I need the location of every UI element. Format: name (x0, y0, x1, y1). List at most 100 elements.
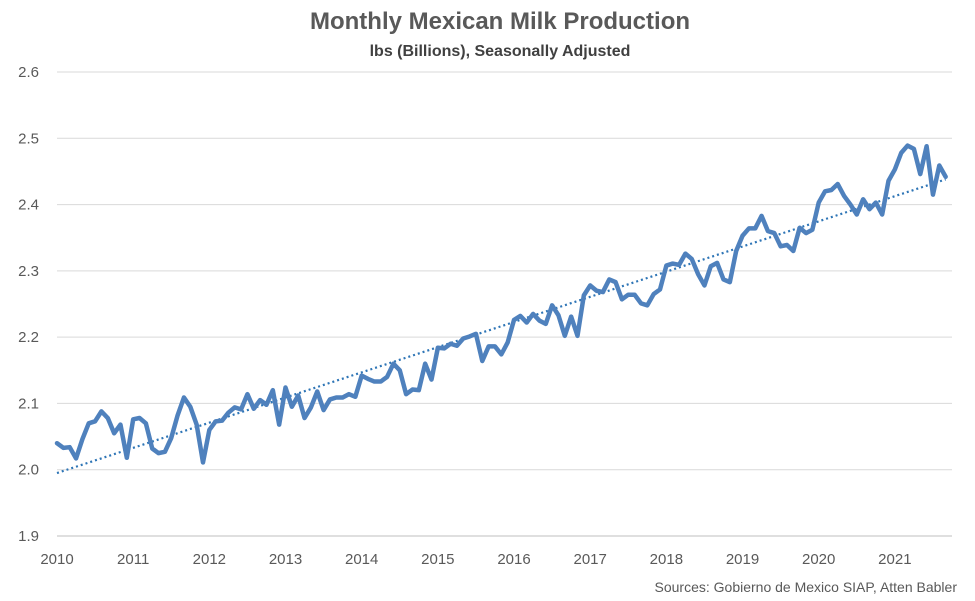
data-point (499, 352, 503, 356)
data-point (779, 244, 783, 248)
x-tick-label: 2010 (40, 551, 73, 568)
data-point (80, 437, 84, 441)
data-point (817, 201, 821, 205)
data-point (671, 262, 675, 266)
data-point (728, 280, 732, 284)
data-point (284, 386, 288, 390)
data-point (366, 377, 370, 381)
data-point (785, 243, 789, 247)
data-point (658, 287, 662, 291)
y-tick-label: 2.3 (18, 263, 39, 280)
data-point (296, 393, 300, 397)
data-point (398, 368, 402, 372)
data-point (442, 346, 446, 350)
data-point (531, 312, 535, 316)
data-point (353, 395, 357, 399)
data-point (791, 249, 795, 253)
data-point (753, 226, 757, 230)
trend-line (56, 178, 946, 475)
data-point (214, 419, 218, 423)
data-point (290, 405, 294, 409)
data-point (138, 416, 142, 420)
x-axis: 2010 2011 2012 2013 2014 2015 2016 2017 2018 2019… (40, 535, 952, 568)
data-point (664, 264, 668, 268)
y-tick-label: 2.5 (18, 130, 39, 147)
data-point (176, 413, 180, 417)
data-point (309, 405, 313, 409)
data-point (264, 403, 268, 407)
data-point (639, 301, 643, 305)
data-point (182, 395, 186, 399)
data-point (766, 229, 770, 233)
data-point (93, 419, 97, 423)
data-point (512, 318, 516, 322)
data-point (303, 416, 307, 420)
chart-subtitle: lbs (Billions), Seasonally Adjusted (369, 43, 631, 60)
data-point (582, 293, 586, 297)
x-tick-label: 2015 (421, 551, 454, 568)
data-point (677, 263, 681, 267)
data-point (125, 456, 129, 460)
data-point (391, 362, 395, 366)
data-point (829, 188, 833, 192)
data-point (474, 332, 478, 336)
data-point (810, 228, 814, 232)
data-point (601, 290, 605, 294)
data-point (410, 388, 414, 392)
data-point (595, 289, 599, 293)
data-point (544, 322, 548, 326)
data-point (436, 346, 440, 350)
x-tick-label: 2016 (497, 551, 530, 568)
data-point (607, 277, 611, 281)
data-point (626, 293, 630, 297)
chart-title: Monthly Mexican Milk Production (309, 8, 691, 35)
data-point (741, 234, 745, 238)
data-point (220, 419, 224, 423)
y-tick-label: 2.4 (18, 197, 39, 214)
data-point (804, 231, 808, 235)
data-point (887, 179, 891, 183)
data-point (449, 342, 453, 346)
data-point (271, 388, 275, 392)
data-point (99, 409, 103, 413)
data-point (848, 203, 852, 207)
data-point (575, 334, 579, 338)
data-point (493, 344, 497, 348)
y-tick-label: 1.9 (18, 528, 39, 545)
data-point (360, 374, 364, 378)
data-point (867, 207, 871, 211)
data-point (468, 334, 472, 338)
data-point (106, 416, 110, 420)
data-point (836, 182, 840, 186)
data-point (683, 252, 687, 256)
data-point (906, 144, 910, 148)
data-point (157, 451, 161, 455)
data-point (55, 441, 59, 445)
data-point (404, 392, 408, 396)
data-point (347, 392, 351, 396)
plot-area (54, 143, 948, 475)
data-point (912, 147, 916, 151)
data-point (563, 334, 567, 338)
data-point (233, 405, 237, 409)
data-point (918, 172, 922, 176)
x-tick-label: 2017 (574, 551, 607, 568)
data-point (525, 321, 529, 325)
data-point (455, 344, 459, 348)
data-point (334, 395, 338, 399)
data-point (588, 283, 592, 287)
x-tick-label: 2011 (117, 551, 149, 568)
x-tick-label: 2013 (269, 551, 302, 568)
data-point (277, 423, 281, 427)
data-point (734, 249, 738, 253)
data-point (315, 389, 319, 393)
data-point (423, 362, 427, 366)
data-point (239, 407, 243, 411)
data-point (931, 193, 935, 197)
data-point (328, 397, 332, 401)
data-point (461, 336, 465, 340)
gridlines (57, 71, 952, 537)
data-point (150, 447, 154, 451)
data-point (944, 175, 948, 179)
data-point (372, 380, 376, 384)
